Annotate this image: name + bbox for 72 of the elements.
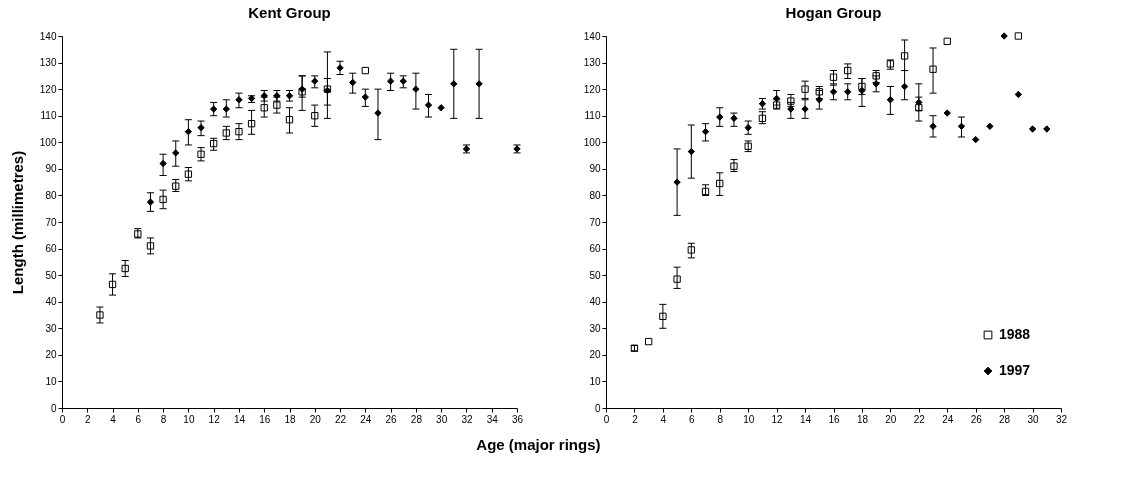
x-tick-label: 0 [59, 413, 66, 425]
x-tick-label: 2 [85, 413, 91, 425]
x-tick-label: 28 [999, 413, 1011, 425]
x-tick-label: 24 [360, 413, 372, 425]
x-axis-title: Age (major rings) [476, 436, 601, 453]
x-tick-label: 6 [689, 413, 696, 425]
y-tick-label: 120 [583, 83, 601, 95]
x-tick-label: 32 [461, 413, 473, 425]
y-tick-label: 80 [45, 189, 57, 201]
x-tick-label: 30 [1027, 413, 1040, 425]
x-tick-label: 16 [828, 413, 840, 425]
y-tick-label: 20 [589, 349, 601, 361]
y-tick-label: 90 [589, 163, 601, 175]
y-tick-label: 30 [45, 322, 57, 334]
chart-title: Hogan Group [785, 3, 882, 21]
x-tick-label: 36 [511, 413, 524, 425]
x-tick-label: 14 [233, 413, 246, 425]
y-tick-label: 120 [39, 83, 57, 95]
y-tick-label: 140 [583, 30, 601, 42]
x-tick-label: 4 [110, 413, 117, 425]
x-tick-label: 10 [183, 413, 195, 425]
x-tick-label: 4 [660, 413, 667, 425]
y-tick-label: 30 [589, 322, 601, 334]
x-tick-label: 18 [284, 413, 296, 425]
x-tick-label: 26 [385, 413, 398, 425]
x-tick-label: 30 [436, 413, 448, 425]
y-tick-label: 50 [45, 269, 57, 281]
x-tick-label: 12 [771, 413, 784, 425]
y-axis-title: Length (millimetres) [8, 150, 26, 295]
x-tick-label: 10 [743, 413, 755, 425]
y-tick-label: 70 [45, 216, 57, 228]
y-tick-label: 130 [583, 57, 601, 69]
y-tick-label: 60 [589, 243, 601, 255]
x-tick-label: 6 [135, 413, 142, 425]
x-tick-label: 22 [913, 413, 926, 425]
x-tick-label: 8 [160, 413, 167, 425]
y-tick-label: 20 [45, 349, 57, 361]
x-tick-label: 14 [800, 413, 812, 425]
y-tick-label: 60 [45, 243, 57, 255]
y-tick-label: 110 [40, 110, 57, 122]
y-tick-label: 70 [589, 216, 601, 228]
x-tick-label: 0 [603, 413, 610, 425]
x-tick-label: 34 [486, 413, 499, 425]
x-tick-label: 16 [259, 413, 271, 425]
y-tick-label: 140 [39, 30, 57, 42]
x-tick-label: 8 [717, 413, 724, 425]
x-tick-label: 22 [334, 413, 347, 425]
y-tick-label: 80 [589, 189, 601, 201]
y-tick-label: 100 [583, 136, 601, 148]
legend-label: 1988 [999, 326, 1031, 342]
y-tick-label: 50 [589, 269, 601, 281]
x-tick-label: 24 [942, 413, 954, 425]
x-tick-label: 20 [885, 413, 897, 425]
x-tick-label: 26 [970, 413, 983, 425]
y-tick-label: 100 [39, 136, 57, 148]
legend-label: 1997 [999, 362, 1031, 378]
chart-title: Kent Group [248, 4, 331, 21]
y-tick-label: 10 [45, 375, 57, 387]
x-tick-label: 20 [309, 413, 322, 425]
y-tick-label: 130 [39, 57, 57, 69]
y-tick-label: 40 [589, 296, 601, 308]
x-tick-label: 32 [1055, 413, 1068, 425]
x-tick-label: 18 [856, 413, 869, 425]
y-tick-label: 0 [594, 402, 601, 414]
y-tick-label: 110 [584, 110, 601, 122]
x-tick-label: 2 [632, 413, 639, 425]
x-tick-label: 12 [208, 413, 221, 425]
y-tick-label: 10 [589, 375, 601, 387]
y-tick-label: 0 [50, 402, 57, 414]
x-tick-label: 28 [410, 413, 423, 425]
y-tick-label: 90 [45, 163, 57, 175]
y-tick-label: 40 [45, 296, 57, 308]
